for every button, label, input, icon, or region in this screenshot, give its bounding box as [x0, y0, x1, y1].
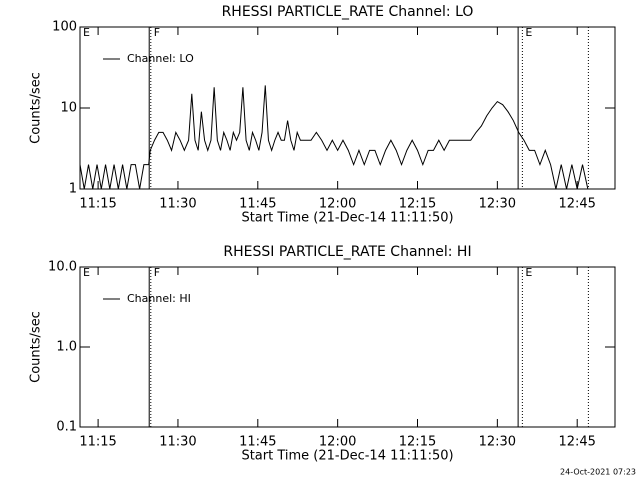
- legend-label: Channel: LO: [127, 52, 194, 65]
- x-tick-label: 11:15: [79, 435, 116, 450]
- y-tick-label: 100: [52, 20, 77, 35]
- x-axis-label: Start Time (21-Dec-14 11:11:50): [241, 211, 453, 226]
- x-tick-label: 12:15: [399, 435, 436, 450]
- marker-label: E: [83, 26, 90, 39]
- chart-title: RHESSI PARTICLE_RATE Channel: LO: [222, 4, 474, 20]
- x-tick-label: 11:45: [239, 197, 276, 212]
- legend-label: Channel: HI: [127, 292, 191, 305]
- marker-label: F: [154, 26, 160, 39]
- x-axis-label: Start Time (21-Dec-14 11:11:50): [241, 449, 453, 464]
- y-axis-label: Counts/sec: [29, 72, 44, 144]
- x-tick-label: 11:15: [79, 197, 116, 212]
- y-tick-label: 0.1: [56, 420, 77, 435]
- x-tick-label: 12:45: [558, 197, 595, 212]
- chart-title: RHESSI PARTICLE_RATE Channel: HI: [223, 244, 471, 260]
- y-axis-label: Counts/sec: [29, 311, 44, 383]
- marker-label: F: [154, 266, 160, 279]
- x-tick-label: 11:30: [159, 435, 196, 450]
- x-tick-label: 12:00: [319, 435, 356, 450]
- marker-label: E: [525, 266, 532, 279]
- marker-label: E: [83, 266, 90, 279]
- y-tick-label: 10: [60, 101, 77, 116]
- x-tick-label: 11:30: [159, 197, 196, 212]
- marker-label: E: [525, 26, 532, 39]
- y-tick-label: 10.0: [48, 260, 77, 275]
- x-tick-label: 12:00: [319, 197, 356, 212]
- x-tick-label: 12:15: [399, 197, 436, 212]
- footer: 24-Oct-2021 07:23: [560, 468, 636, 477]
- x-tick-label: 12:30: [479, 197, 516, 212]
- y-tick-label: 1: [69, 182, 77, 197]
- data-line: [79, 85, 589, 190]
- x-tick-label: 12:30: [479, 435, 516, 450]
- x-tick-label: 11:45: [239, 435, 276, 450]
- x-tick-label: 12:45: [558, 435, 595, 450]
- y-tick-label: 1.0: [56, 340, 77, 355]
